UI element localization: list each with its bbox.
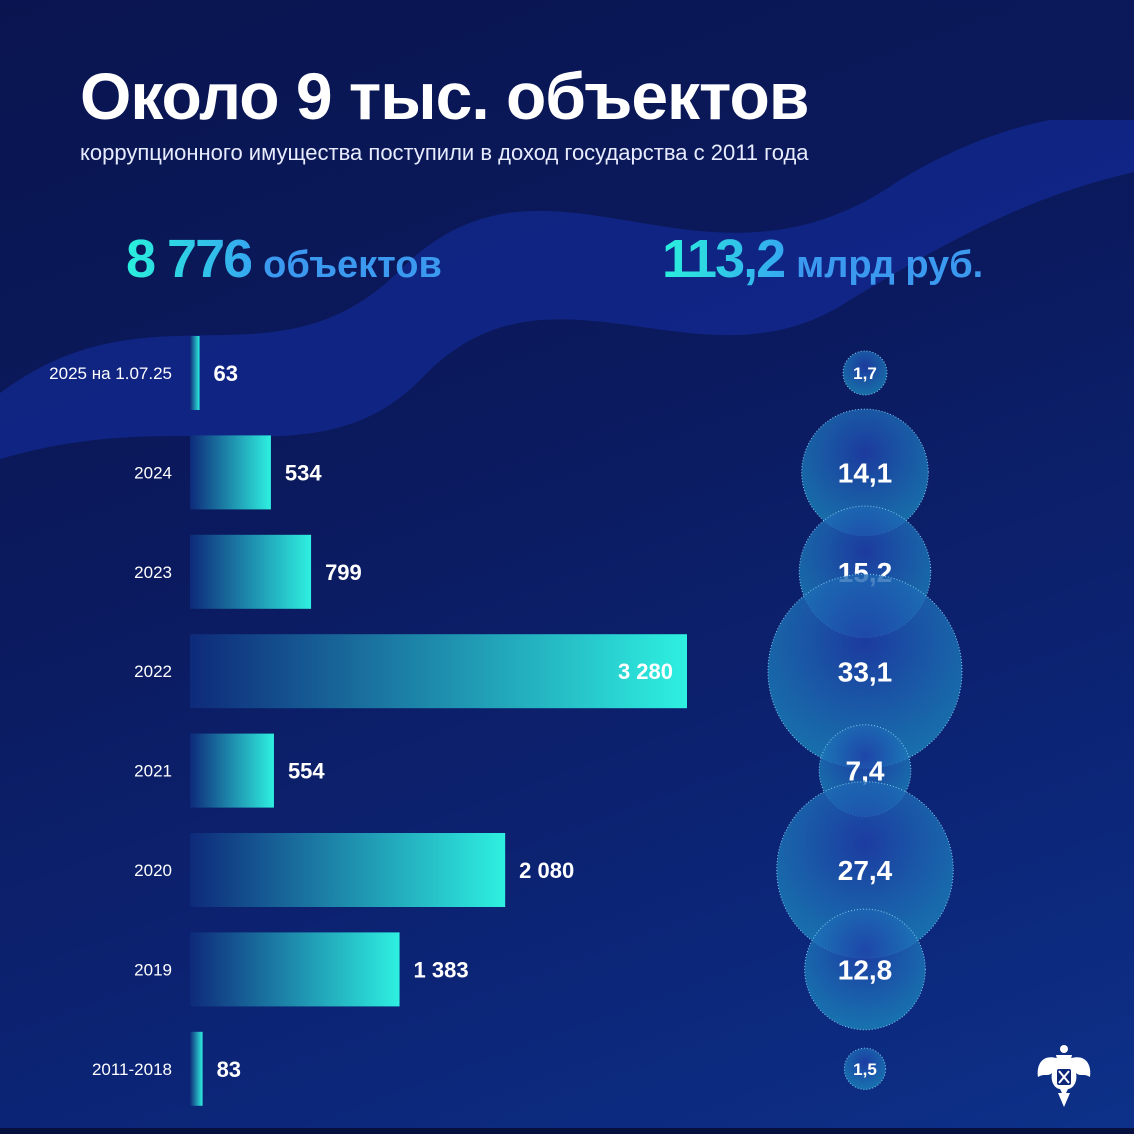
bubble [842,350,888,396]
background-wave [0,120,1134,460]
total-money: 113,2 млрд руб. [662,228,983,290]
bar [190,634,687,709]
bar-value-label: 534 [285,460,322,485]
bar-value-label: 1 383 [414,957,469,982]
total-money-value: 113,2 [662,229,786,289]
total-objects: 8 776 объектов [126,228,442,290]
bar [190,733,274,808]
bubble-value-label: 33,1 [838,656,893,687]
bar-value-label: 3 280 [618,659,673,684]
bar [190,534,312,609]
y-tick-label: 2024 [134,463,172,482]
bubbles: 1,714,115,233,17,427,412,81,5 [767,350,963,1090]
y-tick-label: 2011-2018 [92,1060,172,1079]
bar-value-label: 63 [214,361,238,386]
bubble-value-label: 7,4 [846,756,885,787]
bubble-value-label: 1,7 [853,364,877,383]
bar [190,336,200,410]
bar [190,1031,203,1106]
bar-value-label: 554 [288,759,325,784]
page-subtitle: коррупционного имущества поступили в дох… [80,140,809,165]
bar [190,833,506,907]
total-money-unit: млрд руб. [796,244,984,286]
total-objects-unit: объектов [263,244,442,286]
bubble [804,908,926,1031]
y-tick-label: 2021 [134,762,172,781]
bubble-value-label: 1,5 [853,1060,877,1079]
y-tick-label: 2022 [134,662,172,681]
bubble-value-label: 14,1 [838,457,893,488]
y-tick-label: 2023 [134,563,172,582]
bubble-value-label: 27,4 [838,855,893,886]
y-tick-label: 2020 [134,861,172,880]
bar-value-label: 799 [325,560,362,585]
bubble [843,1047,887,1090]
emblem-icon [1037,1045,1091,1107]
bubble-value-label: 12,8 [838,954,893,985]
total-objects-value: 8 776 [126,229,253,289]
bar-value-label: 2 080 [519,858,574,883]
bar [190,932,400,1007]
bar [190,435,271,510]
bubble [767,573,963,769]
page-title: Около 9 тыс. объектов [80,59,809,133]
y-tick-label: 2025 на 1.07.25 [49,364,172,383]
y-tick-label: 2019 [134,960,172,979]
bar-value-label: 83 [217,1057,241,1082]
bottom-strip [0,1128,1134,1134]
